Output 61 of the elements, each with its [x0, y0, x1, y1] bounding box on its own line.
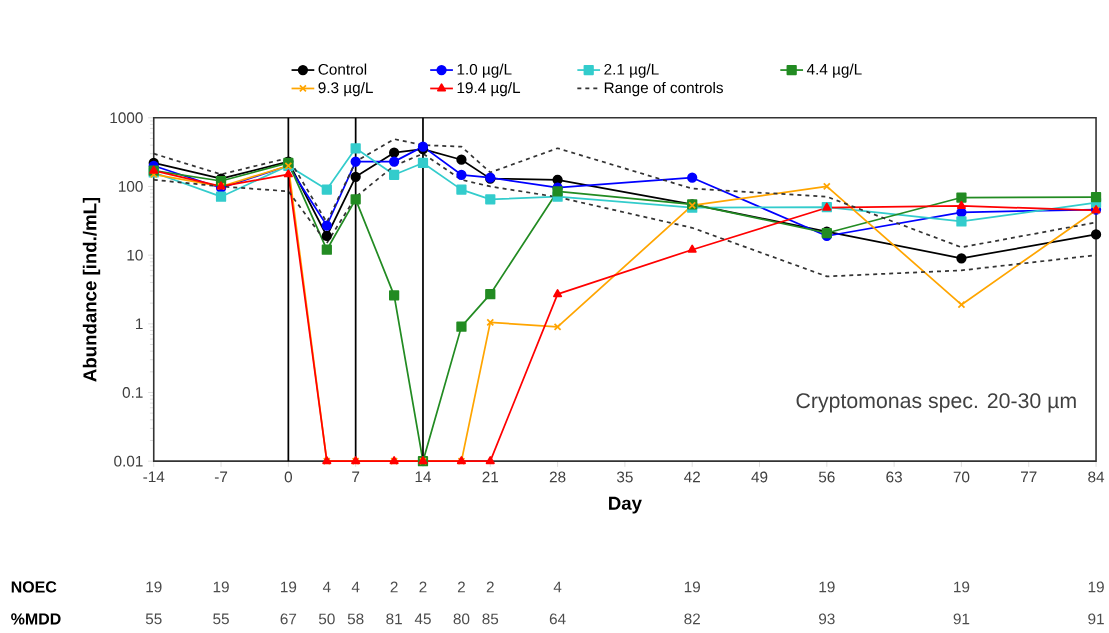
text: 85 — [482, 613, 499, 625]
x-tick-label: 63 — [886, 471, 902, 483]
text: 45 — [414, 613, 431, 625]
text: 91 — [1088, 613, 1104, 625]
x-tick-label: 56 — [818, 471, 835, 483]
text: 19 — [281, 581, 297, 593]
text: 91 — [953, 613, 970, 625]
text: 19 — [684, 581, 700, 593]
text: 4 — [322, 581, 331, 593]
x-axis-title: Day — [609, 496, 642, 514]
x-tick-label: 7 — [352, 471, 360, 483]
text: 64 — [549, 613, 566, 625]
text: 50 — [318, 613, 335, 625]
legend-label: 4.4 µg/L — [806, 63, 862, 78]
x-tick-label: -7 — [214, 471, 228, 483]
text: 82 — [684, 613, 700, 625]
text: NOEC — [11, 581, 57, 593]
y-tick-label: 0.1 — [122, 387, 143, 398]
text: 4 — [553, 581, 562, 593]
annotation: Cryptomonas spec. 20-30 µm — [796, 393, 1076, 413]
text: 19 — [954, 581, 970, 593]
y-tick-label: 100 — [118, 181, 143, 192]
text: %MDD — [11, 613, 61, 625]
legend-label: Control — [318, 63, 367, 75]
x-tick-label: 49 — [751, 471, 768, 483]
text: 4 — [351, 581, 360, 593]
text: 19 — [146, 581, 162, 593]
x-tick-label: 70 — [953, 471, 970, 483]
legend-label: 1.0 µg/L — [457, 63, 512, 78]
legend-label: Range of controls — [604, 82, 723, 97]
text: 55 — [213, 613, 229, 625]
x-tick-label: 28 — [549, 471, 566, 483]
text: 58 — [347, 613, 364, 625]
x-tick-label: 0 — [284, 471, 293, 483]
x-tick-label: 84 — [1088, 471, 1105, 483]
x-tick-label: 35 — [616, 471, 633, 483]
y-axis-title: Abundance [ind./mL] — [82, 197, 101, 382]
text: 2 — [390, 581, 398, 593]
x-tick-label: 42 — [684, 471, 700, 483]
legend-label: 19.4 µg/L — [457, 82, 521, 97]
text: 93 — [819, 613, 835, 625]
text: 19 — [213, 581, 229, 593]
x-tick-label: 14 — [415, 471, 432, 483]
legend-label: 2.1 µg/L — [604, 63, 659, 78]
text: 2 — [457, 581, 465, 593]
text: 19 — [819, 581, 835, 593]
text: 2 — [486, 581, 494, 593]
text: 19 — [1088, 581, 1104, 593]
x-tick-label: -14 — [143, 471, 165, 483]
text: 67 — [280, 613, 297, 625]
legend-label: 9.3 µg/L — [318, 82, 373, 97]
text: 81 — [386, 613, 402, 625]
x-tick-label: 77 — [1021, 471, 1037, 483]
y-tick-label: 0.01 — [114, 455, 143, 467]
x-tick-label: 21 — [482, 471, 499, 483]
y-tick-label: 1000 — [110, 112, 143, 124]
text: 80 — [453, 613, 470, 625]
y-tick-label: 10 — [127, 249, 143, 261]
y-tick-label: 1 — [136, 318, 143, 330]
text: 2 — [419, 581, 427, 593]
text: 55 — [145, 613, 162, 625]
